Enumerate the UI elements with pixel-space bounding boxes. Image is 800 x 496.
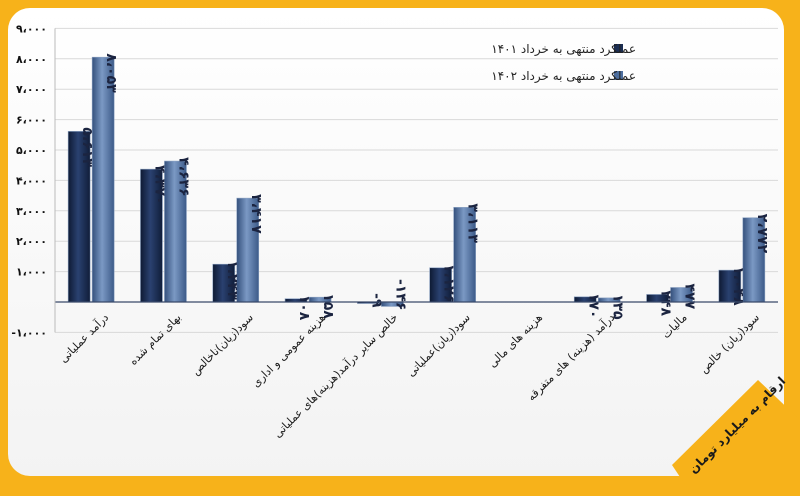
y-tick-label: ۳،۰۰۰ (16, 205, 47, 218)
legend-swatch-1401 (614, 44, 623, 53)
bars (67, 56, 766, 307)
data-label: ۱،۲۴۳ (224, 260, 240, 300)
y-tick-label: ۲،۰۰۰ (16, 235, 47, 248)
legend-label-1402: عملکرد منتهی به خرداد ۱۴۰۲ (491, 69, 636, 84)
y-tick-label: ۵،۰۰۰ (16, 144, 47, 157)
data-label: ۳،۴۱۷ (248, 194, 264, 234)
y-tick-label: ۷،۰۰۰ (16, 83, 47, 96)
data-label: ۱۳۵ (609, 294, 625, 320)
data-label: ۵،۶۱۳ (79, 127, 95, 167)
y-tick-label: -۱،۰۰۰ (11, 326, 47, 339)
data-label: ۸،۰۵۳ (103, 53, 119, 93)
y-tick-label: ۹،۰۰۰ (16, 22, 47, 35)
data-labels: ۵،۶۱۳ ۸،۰۵۳ ۴،۳۷۰ ۴،۶۳۶ ۱،۲۴۳ ۳،۴۱۷ ۱۰۸ ۱۵۸ -۹ -۱… (79, 53, 770, 321)
legend-label-1401: عملکرد منتهی به خرداد ۱۴۰۱ (491, 42, 636, 57)
data-label: ۲،۷۷۲ (754, 214, 770, 254)
y-tick-label: ۴،۰۰۰ (16, 174, 47, 187)
data-label: ۲۴۸ (658, 290, 674, 316)
data-label: ۳،۱۱۳ (465, 203, 481, 243)
y-tick-label: ۶،۰۰۰ (16, 114, 47, 127)
data-label: ۴۷۷ (682, 283, 698, 309)
data-label: -۱۴۶ (392, 279, 408, 310)
data-label: ۱،۰۴۸ (730, 266, 746, 306)
y-tick-label: ۸،۰۰۰ (16, 53, 47, 66)
data-label: ۱۰۸ (296, 295, 312, 321)
data-label: ۴،۶۳۶ (175, 157, 191, 197)
bar-1402 (91, 56, 115, 303)
data-label: ۱۷۰ (585, 293, 601, 319)
data-label: ۱۵۸ (320, 293, 336, 319)
legend: عملکرد منتهی به خرداد ۱۴۰۱ عملکرد منتهی … (491, 42, 636, 84)
data-label: ۴،۳۷۰ (151, 165, 167, 205)
y-tick-label: ۱،۰۰۰ (16, 266, 47, 279)
data-label: ۱،۱۲۶ (441, 264, 457, 304)
plot-background (8, 8, 784, 476)
data-label: -۹ (368, 293, 384, 308)
legend-swatch-1402 (614, 71, 623, 80)
